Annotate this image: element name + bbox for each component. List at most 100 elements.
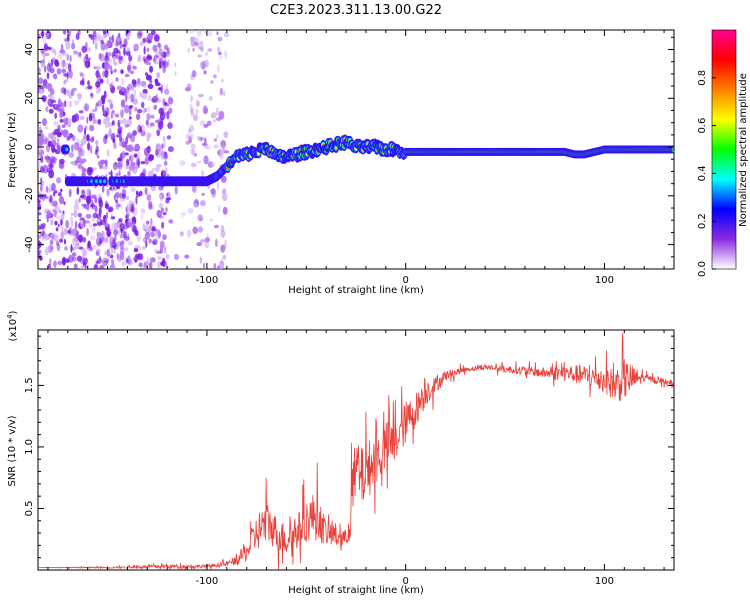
y-tick-label: -20	[24, 188, 35, 204]
noise-speckle	[92, 167, 97, 171]
noise-speckle	[98, 98, 102, 107]
noise-speckle	[147, 95, 152, 102]
noise-speckle	[118, 129, 122, 135]
noise-speckle	[125, 136, 129, 145]
noise-speckle	[196, 30, 202, 37]
noise-speckle	[126, 47, 130, 54]
noise-speckle	[104, 120, 108, 129]
noise-speckle	[99, 264, 105, 269]
y-tick-label: 20	[24, 92, 35, 105]
noise-speckle	[79, 72, 85, 78]
noise-speckle	[109, 65, 113, 72]
noise-speckle	[133, 88, 137, 98]
colorbar-tick-label: 0.6	[697, 118, 708, 134]
noise-speckle	[63, 80, 67, 85]
noise-speckle	[165, 197, 172, 201]
noise-speckle	[96, 154, 100, 159]
noise-speckle	[163, 139, 166, 148]
noise-speckle	[63, 30, 67, 35]
noise-speckle	[38, 249, 42, 255]
noise-speckle	[222, 254, 227, 260]
noise-speckle	[48, 95, 55, 100]
noise-speckle	[128, 109, 132, 116]
noise-speckle	[147, 83, 154, 89]
noise-speckle	[201, 169, 205, 177]
noise-speckle	[102, 104, 105, 113]
noise-speckle	[105, 92, 109, 96]
noise-speckle	[92, 244, 97, 250]
noise-speckle	[130, 187, 136, 193]
noise-speckle	[120, 205, 124, 209]
noise-speckle	[158, 117, 164, 126]
noise-speckle	[174, 62, 177, 68]
noise-speckle	[192, 226, 198, 235]
noise-speckle	[173, 253, 180, 260]
noise-speckle	[126, 203, 132, 212]
noise-speckle	[40, 166, 45, 173]
noise-speckle	[60, 213, 65, 221]
noise-speckle	[207, 48, 213, 52]
noise-speckle	[158, 60, 162, 69]
noise-speckle	[45, 30, 52, 40]
noise-speckle	[123, 47, 126, 56]
noise-speckle	[204, 51, 209, 57]
noise-speckle	[166, 47, 170, 55]
noise-speckle	[201, 192, 205, 196]
noise-speckle	[84, 203, 87, 210]
noise-speckle	[84, 127, 87, 136]
noise-speckle	[103, 66, 109, 71]
noise-speckle	[85, 213, 92, 219]
noise-speckle	[213, 144, 219, 149]
noise-speckle	[140, 213, 144, 220]
noise-speckle	[114, 41, 120, 47]
noise-speckle	[128, 54, 133, 62]
noise-speckle	[152, 44, 158, 52]
noise-speckle	[217, 64, 221, 73]
noise-speckle	[95, 70, 100, 79]
noise-speckle	[110, 258, 115, 265]
noise-speckle	[194, 153, 197, 157]
noise-speckle	[160, 261, 165, 267]
noise-speckle	[105, 112, 108, 118]
noise-speckle	[110, 112, 116, 117]
noise-speckle	[79, 115, 85, 121]
noise-speckle	[87, 60, 90, 68]
noise-speckle	[129, 70, 135, 75]
colorbar-tick-label: 0.8	[697, 70, 708, 86]
noise-speckle	[157, 120, 164, 130]
noise-speckle	[148, 238, 152, 244]
noise-speckle	[204, 137, 207, 147]
noise-speckle	[64, 118, 67, 127]
noise-speckle	[45, 210, 50, 220]
noise-speckle	[104, 55, 110, 63]
noise-speckle	[89, 204, 96, 208]
noise-speckle	[165, 50, 171, 58]
noise-speckle	[143, 46, 146, 55]
noise-speckle	[75, 33, 80, 40]
noise-speckle	[162, 234, 167, 241]
noise-speckle	[151, 168, 157, 172]
noise-speckle	[52, 57, 56, 64]
noise-speckle	[221, 79, 224, 82]
noise-speckle	[129, 133, 136, 143]
noise-speckle	[185, 140, 190, 145]
noise-speckle	[180, 212, 186, 217]
noise-speckle	[136, 192, 141, 198]
noise-speckle	[117, 32, 121, 38]
noise-speckle	[109, 83, 113, 88]
noise-speckle	[158, 43, 162, 51]
noise-speckle	[127, 30, 130, 33]
noise-speckle	[187, 208, 194, 214]
noise-speckle	[159, 193, 162, 202]
noise-speckle	[111, 120, 115, 126]
noise-speckle	[45, 126, 48, 130]
x-tick-label: 0	[403, 275, 409, 286]
noise-speckle	[220, 175, 227, 183]
noise-speckle	[156, 72, 161, 79]
noise-speckle	[120, 99, 126, 108]
noise-speckle	[44, 32, 50, 39]
noise-speckle	[160, 84, 164, 93]
noise-speckle	[120, 87, 125, 92]
noise-speckle	[136, 151, 141, 158]
noise-speckle	[166, 102, 169, 107]
